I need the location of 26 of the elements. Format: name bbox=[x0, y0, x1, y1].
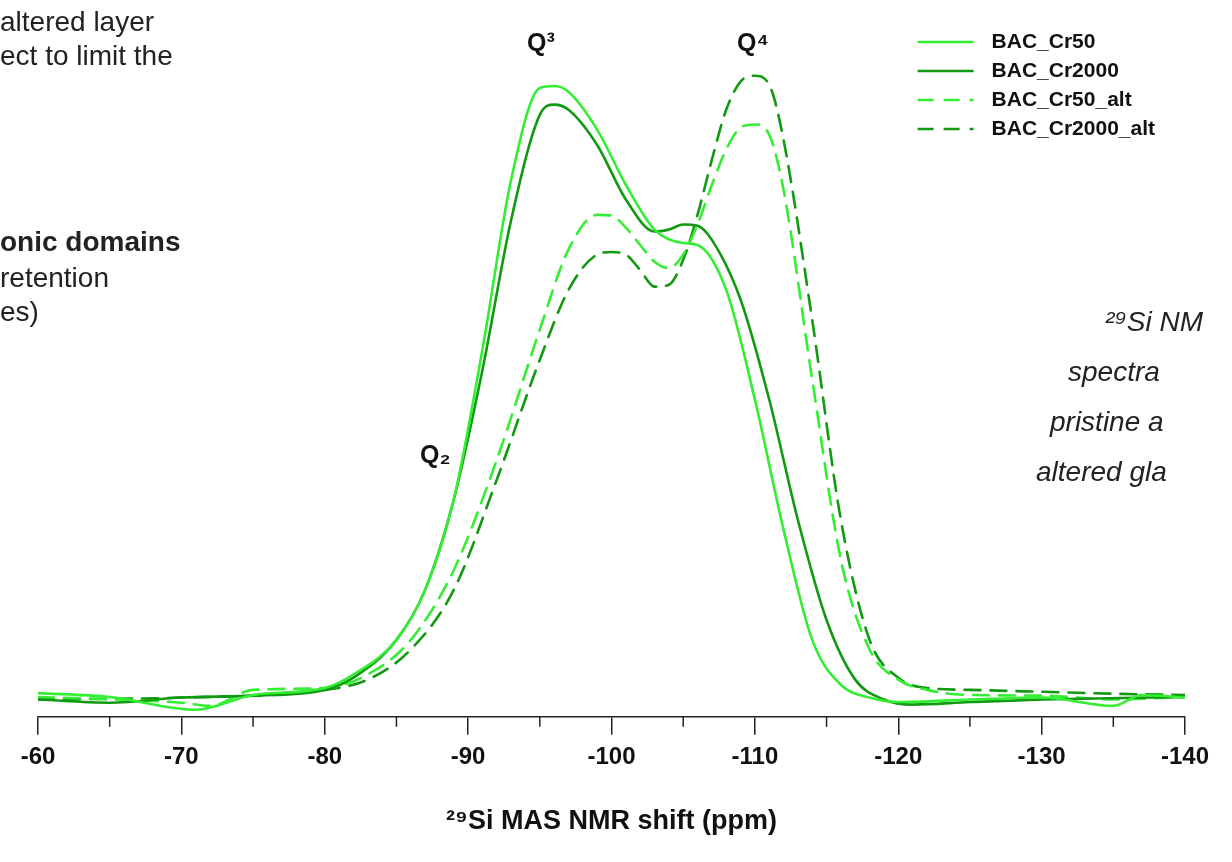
legend-label: BAC_Cr50_alt bbox=[991, 86, 1132, 110]
annotation: Q₂ bbox=[420, 440, 451, 469]
text: Q⁴ bbox=[737, 28, 769, 57]
text: altered layer bbox=[0, 6, 155, 38]
annotation: spectra bbox=[1068, 356, 1160, 388]
annotation: pristine a bbox=[1050, 406, 1164, 438]
legend-label: BAC_Cr50 bbox=[991, 28, 1096, 52]
annotation: retention bbox=[0, 262, 109, 294]
x-tick-label: -110 bbox=[731, 741, 779, 769]
annotation: ²⁹Si NM bbox=[1105, 306, 1204, 338]
x-tick-label: -90 bbox=[450, 741, 486, 769]
x-tick-label: -80 bbox=[307, 741, 343, 769]
text: ect to limit the bbox=[0, 40, 173, 72]
x-axis-title: ²⁹Si MAS NMR shift (ppm) bbox=[446, 805, 777, 836]
x-tick-label: -100 bbox=[587, 741, 636, 769]
x-tick-label: -130 bbox=[1017, 741, 1066, 769]
x-tick-label: -120 bbox=[874, 741, 923, 769]
legend-label: BAC_Cr2000 bbox=[991, 57, 1119, 81]
annotation: onic domains bbox=[0, 226, 181, 258]
legend-label: BAC_Cr2000_alt bbox=[991, 115, 1156, 139]
annotation: altered gla bbox=[1036, 456, 1167, 488]
x-tick-label: -140 bbox=[1160, 741, 1210, 769]
annotation: es) bbox=[0, 296, 39, 328]
text: Q³ bbox=[527, 28, 555, 57]
x-tick-label: -60 bbox=[20, 741, 56, 769]
x-tick-label: -70 bbox=[164, 741, 199, 769]
